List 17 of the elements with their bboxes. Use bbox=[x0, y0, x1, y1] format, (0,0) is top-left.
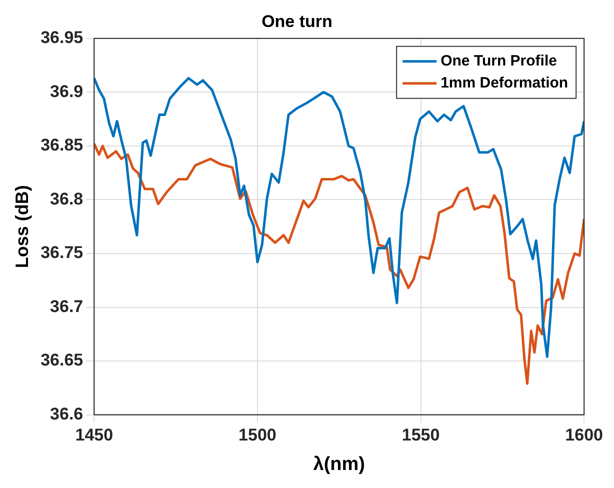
y-tick-label: 36.75 bbox=[40, 243, 84, 262]
legend-label: 1mm Deformation bbox=[440, 74, 568, 92]
y-tick-label: 36.9 bbox=[50, 82, 84, 101]
y-tick-label: 36.95 bbox=[40, 28, 84, 48]
x-tick-label: 1500 bbox=[238, 426, 276, 445]
y-tick-label: 36.6 bbox=[50, 404, 84, 424]
y-tick-label: 36.65 bbox=[40, 350, 84, 370]
x-axis-title: λ(nm) bbox=[313, 454, 365, 475]
x-tick-label: 1600 bbox=[565, 426, 604, 445]
legend-label: One Turn Profile bbox=[440, 52, 557, 70]
y-tick-label: 36.85 bbox=[40, 136, 84, 155]
y-tick-label: 36.7 bbox=[50, 296, 84, 316]
x-tick-label: 1450 bbox=[75, 426, 114, 445]
x-tick-label: 1550 bbox=[402, 426, 440, 445]
chart-title: One turn bbox=[262, 12, 332, 31]
y-axis-title: Loss (dB) bbox=[12, 185, 32, 268]
y-tick-label: 36.8 bbox=[50, 189, 84, 208]
